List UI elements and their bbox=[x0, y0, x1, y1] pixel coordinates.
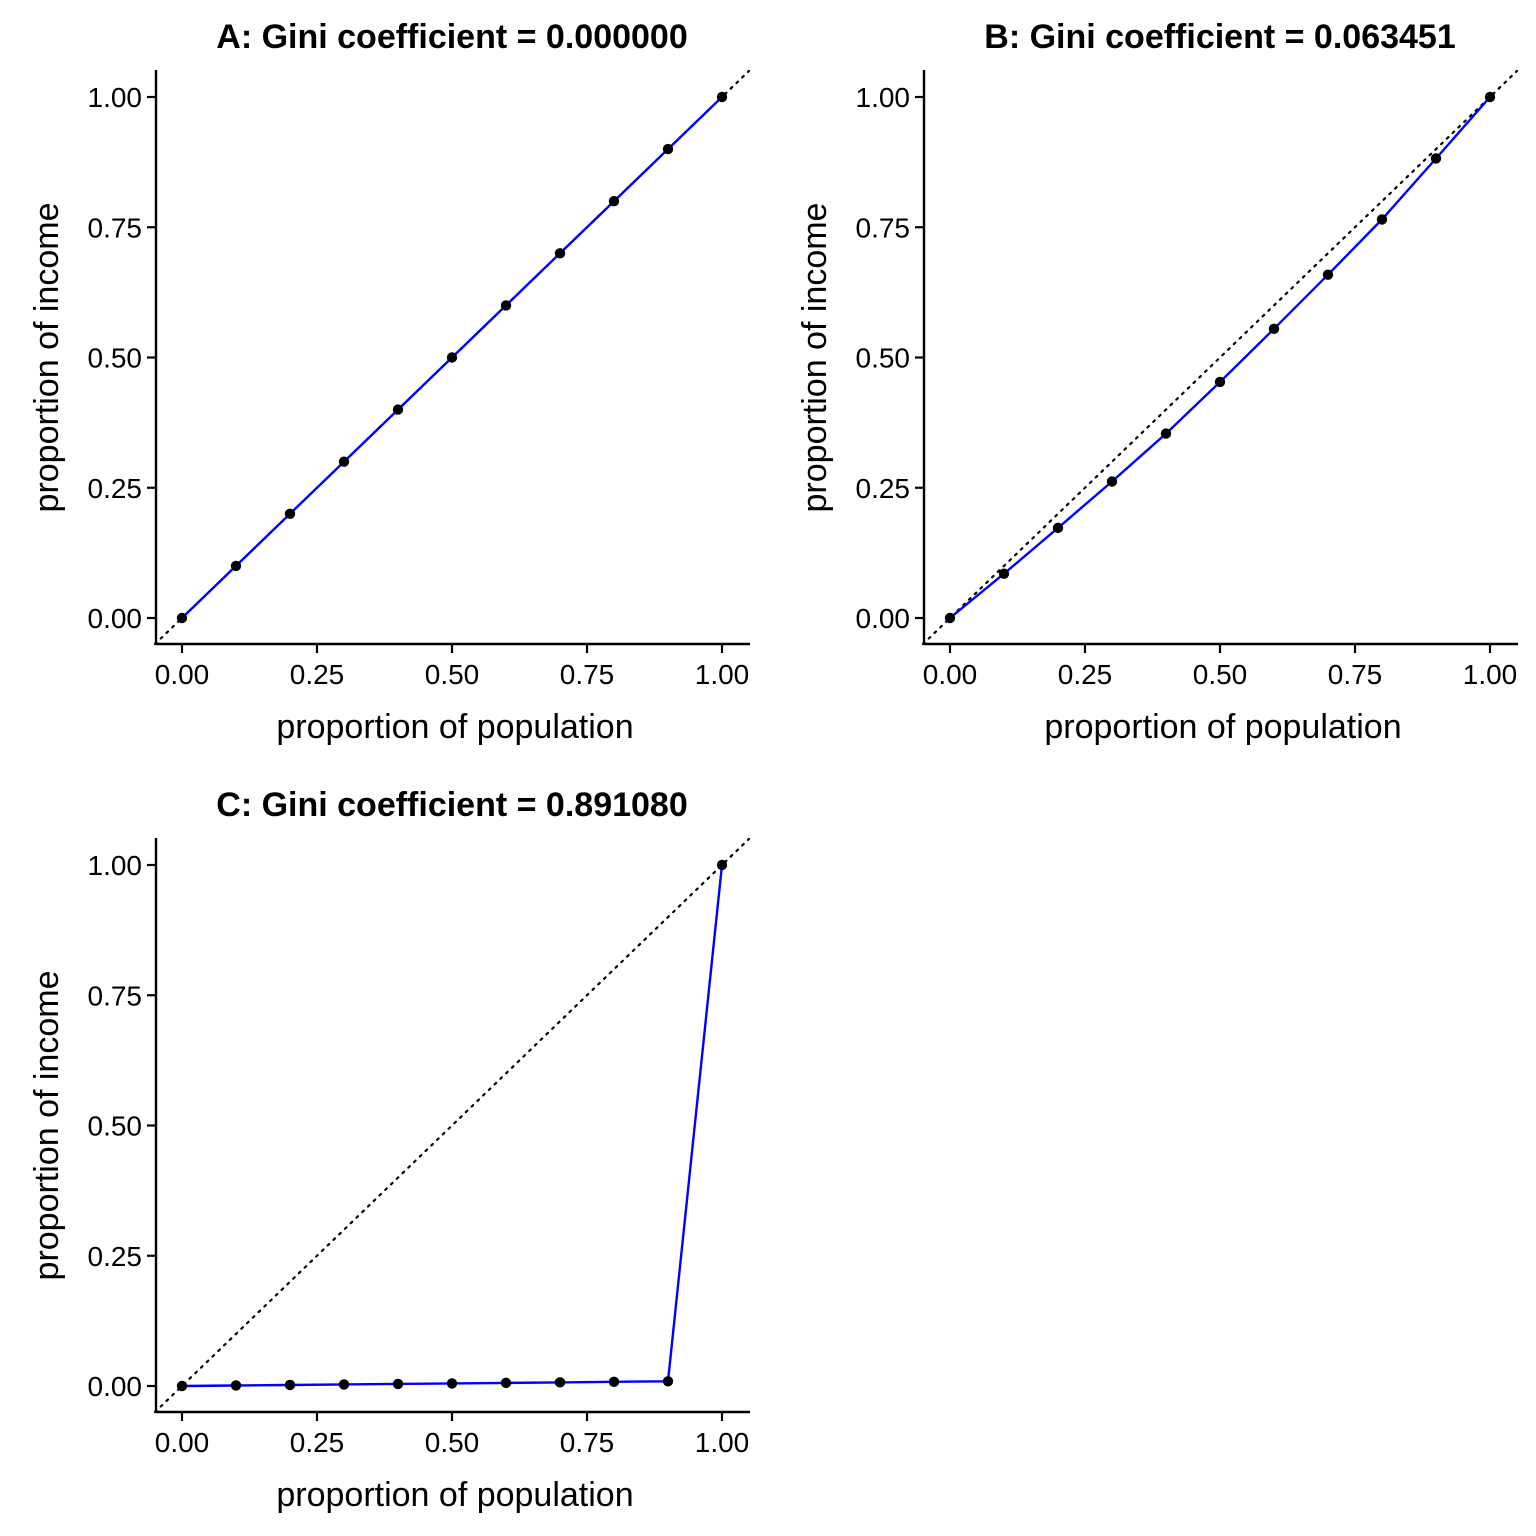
x-tick-label: 0.25 bbox=[290, 1427, 345, 1458]
data-point bbox=[446, 352, 458, 363]
data-point bbox=[1268, 323, 1280, 335]
panel-a: A: Gini coefficient = 0.000000 0.00 0.25 0.… bbox=[28, 18, 751, 746]
data-point bbox=[944, 612, 956, 624]
panel-b: B: Gini coefficient = 0.063451 0.00 0.25 0.… bbox=[796, 18, 1519, 746]
data-point bbox=[1052, 522, 1064, 534]
data-point bbox=[500, 300, 512, 311]
x-tick-label: 0.75 bbox=[560, 659, 615, 690]
data-point bbox=[662, 143, 674, 155]
y-tick-label: 0.25 bbox=[88, 473, 143, 504]
data-point bbox=[1430, 153, 1442, 164]
x-tick-label: 0.00 bbox=[155, 659, 210, 690]
data-point bbox=[716, 859, 728, 871]
data-point bbox=[608, 196, 620, 207]
data-point bbox=[230, 1380, 242, 1391]
data-point bbox=[1484, 91, 1496, 103]
data-point bbox=[284, 1379, 296, 1391]
data-point bbox=[1322, 269, 1334, 280]
data-point bbox=[608, 1376, 620, 1388]
data-point bbox=[998, 568, 1010, 579]
data-point bbox=[1376, 214, 1388, 225]
x-tick-label: 0.75 bbox=[1328, 659, 1383, 690]
y-tick-label: 0.25 bbox=[88, 1241, 143, 1272]
data-point bbox=[716, 91, 728, 103]
data-point bbox=[554, 248, 566, 259]
data-point bbox=[338, 1379, 350, 1390]
x-axis-label: proportion of population bbox=[1044, 708, 1401, 746]
y-tick-label: 1.00 bbox=[856, 82, 911, 113]
data-point bbox=[1214, 376, 1226, 388]
data-point bbox=[392, 1378, 404, 1390]
x-axis-label: proportion of population bbox=[276, 708, 633, 746]
panel-title: C: Gini coefficient = 0.891080 bbox=[216, 786, 687, 824]
y-tick-label: 0.50 bbox=[88, 343, 143, 374]
x-tick-label: 0.50 bbox=[425, 1427, 480, 1458]
y-axis-label: proportion of income bbox=[796, 203, 834, 513]
y-tick-label: 0.00 bbox=[88, 1371, 143, 1402]
data-point bbox=[500, 1377, 512, 1389]
data-point bbox=[284, 508, 296, 519]
data-point bbox=[392, 404, 404, 415]
data-point bbox=[176, 612, 188, 624]
y-tick-label: 0.75 bbox=[856, 212, 911, 243]
x-tick-label: 0.00 bbox=[155, 1427, 210, 1458]
x-tick-label: 0.75 bbox=[560, 1427, 615, 1458]
x-tick-label: 0.50 bbox=[425, 659, 480, 690]
data-point bbox=[554, 1377, 566, 1388]
y-axis-label: proportion of income bbox=[28, 203, 66, 513]
y-tick-label: 0.00 bbox=[856, 603, 911, 634]
x-tick-label: 0.25 bbox=[290, 659, 345, 690]
x-tick-label: 1.00 bbox=[695, 659, 750, 690]
y-tick-label: 0.75 bbox=[88, 212, 143, 243]
y-tick-label: 0.75 bbox=[88, 980, 143, 1011]
data-point bbox=[662, 1376, 674, 1387]
data-point bbox=[230, 560, 242, 572]
x-tick-label: 1.00 bbox=[1463, 659, 1518, 690]
data-point bbox=[446, 1378, 458, 1389]
x-tick-label: 1.00 bbox=[695, 1427, 750, 1458]
y-axis-label: proportion of income bbox=[28, 971, 66, 1281]
x-tick-label: 0.00 bbox=[923, 659, 978, 690]
x-axis-label: proportion of population bbox=[276, 1476, 633, 1514]
y-tick-label: 0.25 bbox=[856, 473, 911, 504]
data-point bbox=[176, 1380, 188, 1392]
panel-title: B: Gini coefficient = 0.063451 bbox=[984, 18, 1455, 56]
y-tick-label: 0.00 bbox=[88, 603, 143, 634]
panel-title: A: Gini coefficient = 0.000000 bbox=[216, 18, 687, 56]
equality-diagonal bbox=[153, 837, 751, 1414]
equality-diagonal bbox=[921, 69, 1519, 646]
x-tick-label: 0.25 bbox=[1058, 659, 1113, 690]
y-tick-label: 0.50 bbox=[88, 1111, 143, 1142]
data-point bbox=[1106, 476, 1118, 487]
y-tick-label: 1.00 bbox=[88, 82, 143, 113]
data-point bbox=[338, 456, 350, 467]
y-tick-label: 0.50 bbox=[856, 343, 911, 374]
y-tick-label: 1.00 bbox=[88, 850, 143, 881]
x-tick-label: 0.50 bbox=[1193, 659, 1248, 690]
panel-c: C: Gini coefficient = 0.891080 0.00 0.25 0.… bbox=[28, 786, 751, 1514]
data-point bbox=[1160, 428, 1172, 439]
